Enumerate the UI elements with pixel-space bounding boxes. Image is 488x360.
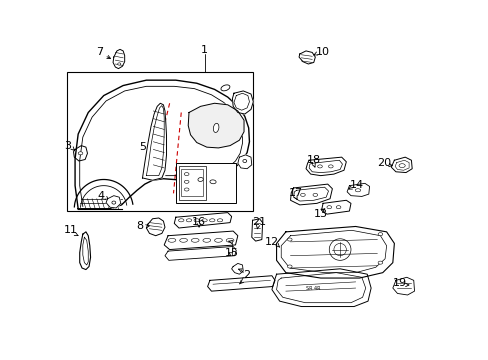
Ellipse shape: [202, 219, 207, 222]
Ellipse shape: [112, 201, 116, 204]
Polygon shape: [231, 264, 243, 274]
Polygon shape: [276, 226, 393, 278]
Ellipse shape: [336, 206, 340, 209]
Text: 21: 21: [251, 217, 265, 227]
Text: 12: 12: [264, 237, 279, 247]
Polygon shape: [164, 247, 236, 260]
Text: 1: 1: [201, 45, 207, 55]
Text: 15: 15: [224, 248, 238, 258]
Circle shape: [333, 243, 346, 256]
Ellipse shape: [203, 238, 210, 242]
Text: 19: 19: [392, 278, 406, 288]
Ellipse shape: [186, 219, 191, 222]
Text: 7: 7: [96, 48, 103, 58]
Ellipse shape: [328, 165, 332, 168]
Circle shape: [328, 239, 350, 260]
Text: 3: 3: [64, 141, 71, 150]
Ellipse shape: [184, 188, 189, 191]
Ellipse shape: [326, 206, 331, 209]
Ellipse shape: [198, 177, 203, 181]
Ellipse shape: [312, 193, 317, 197]
Polygon shape: [80, 232, 90, 270]
Text: 17: 17: [288, 188, 303, 198]
Polygon shape: [346, 183, 369, 197]
Text: 9: 9: [194, 181, 201, 192]
Text: 13: 13: [313, 209, 327, 219]
Polygon shape: [73, 145, 87, 161]
Ellipse shape: [168, 238, 176, 242]
Polygon shape: [142, 103, 166, 180]
Polygon shape: [299, 51, 315, 64]
Ellipse shape: [377, 233, 382, 236]
Ellipse shape: [209, 219, 215, 222]
Text: 9: 9: [212, 138, 219, 148]
Bar: [181, 169, 203, 195]
Ellipse shape: [194, 219, 199, 222]
Ellipse shape: [191, 238, 199, 242]
Polygon shape: [390, 157, 411, 172]
Ellipse shape: [209, 180, 216, 184]
Polygon shape: [106, 195, 121, 208]
Text: 10: 10: [315, 48, 329, 58]
Text: SR 4R: SR 4R: [305, 285, 320, 291]
Text: 5: 5: [139, 142, 146, 152]
Ellipse shape: [179, 238, 187, 242]
Ellipse shape: [213, 123, 219, 132]
Polygon shape: [232, 91, 253, 114]
Ellipse shape: [226, 238, 233, 242]
Text: 6: 6: [222, 167, 229, 177]
Text: 8: 8: [136, 221, 143, 231]
Ellipse shape: [398, 164, 405, 167]
Text: 11: 11: [63, 225, 77, 235]
Text: 18: 18: [306, 155, 320, 165]
Ellipse shape: [287, 265, 291, 268]
Text: 20: 20: [376, 158, 390, 167]
Ellipse shape: [217, 219, 222, 222]
Text: 2: 2: [243, 270, 250, 280]
Text: 16: 16: [192, 217, 205, 227]
Polygon shape: [271, 269, 370, 306]
Ellipse shape: [178, 219, 183, 222]
Polygon shape: [164, 231, 237, 249]
Ellipse shape: [78, 152, 82, 155]
Polygon shape: [305, 157, 346, 176]
Ellipse shape: [377, 261, 382, 264]
Text: 4: 4: [98, 191, 105, 201]
Ellipse shape: [317, 165, 322, 168]
Bar: [67, 72, 253, 211]
Ellipse shape: [287, 238, 291, 241]
Ellipse shape: [243, 159, 246, 163]
Ellipse shape: [184, 180, 189, 183]
Text: 14: 14: [349, 180, 364, 190]
Polygon shape: [321, 200, 350, 214]
Polygon shape: [174, 213, 231, 228]
Polygon shape: [237, 155, 251, 169]
Ellipse shape: [184, 172, 189, 176]
Ellipse shape: [354, 189, 360, 192]
Ellipse shape: [300, 193, 305, 197]
Polygon shape: [251, 219, 262, 241]
Ellipse shape: [221, 85, 229, 91]
Polygon shape: [188, 103, 244, 148]
Polygon shape: [113, 49, 124, 69]
Polygon shape: [146, 218, 164, 236]
Ellipse shape: [118, 63, 121, 65]
Bar: [179, 166, 205, 199]
Polygon shape: [392, 277, 414, 295]
Ellipse shape: [214, 238, 222, 242]
Polygon shape: [290, 184, 332, 205]
Polygon shape: [207, 276, 274, 291]
Bar: [176, 163, 236, 203]
